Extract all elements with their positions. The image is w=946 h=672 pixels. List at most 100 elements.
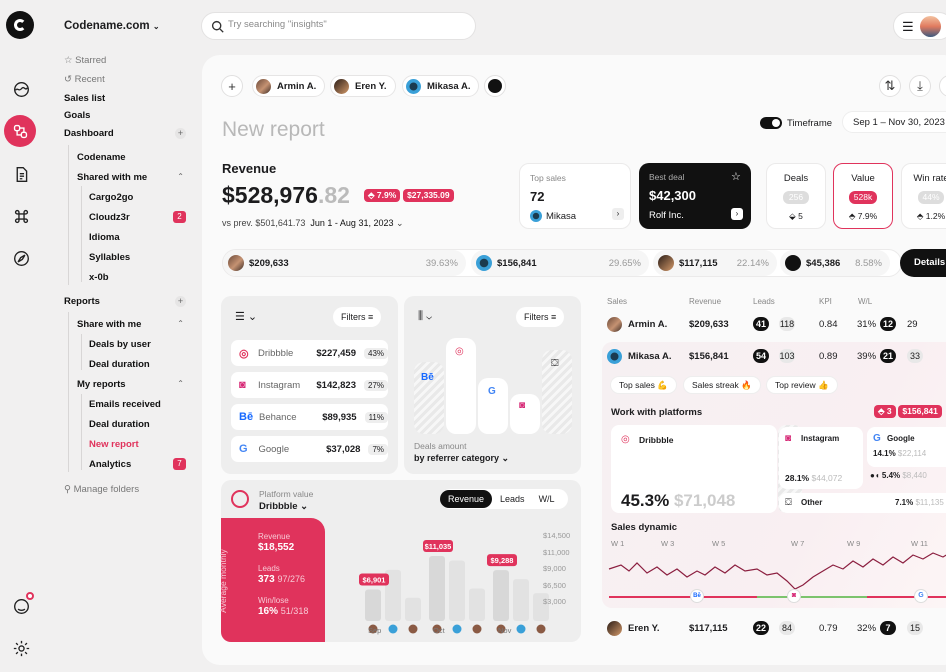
google-icon[interactable]: G: [915, 590, 927, 602]
dashboard-icon[interactable]: [4, 115, 36, 147]
strip-segment-armin[interactable]: $209,633 39.63%: [223, 250, 466, 276]
instagram-column[interactable]: ◙: [510, 394, 540, 434]
sidebar-item-idioma[interactable]: Idioma: [89, 232, 120, 243]
bar-nov[interactable]: [493, 570, 509, 621]
sidebar-item-new-report[interactable]: New report: [89, 439, 139, 450]
behance-icon[interactable]: Bē: [691, 590, 703, 602]
instagram-platform-tile[interactable]: ◙ Instagram 28.1% $44,072: [779, 427, 863, 489]
sidebar-item-starred[interactable]: ☆ Starred: [64, 55, 106, 66]
tab-revenue[interactable]: Revenue: [440, 490, 493, 508]
date-range-select[interactable]: Sep 1 – Nov 30, 2023 ⌄: [842, 111, 946, 133]
strip-segment-other[interactable]: $45,386 8.58%: [780, 250, 890, 276]
manage-folders-link[interactable]: ⚲ Manage folders: [64, 484, 139, 495]
sidebar-item-deals-by-user[interactable]: Deals by user: [89, 339, 151, 350]
sidebar-item-emails-received[interactable]: Emails received: [89, 399, 161, 410]
source-row-instagram[interactable]: ◙ Instagram $142,823 27%: [231, 372, 389, 398]
person-chip-eren[interactable]: Eren Y.: [330, 75, 396, 97]
chevron-up-icon[interactable]: ⌃: [177, 172, 184, 181]
strip-segment-eren[interactable]: $117,115 22.14%: [653, 250, 777, 276]
value-card[interactable]: Value 528k ⬘ 7.9%: [833, 163, 893, 229]
source-row-dribbble[interactable]: ◎ Dribbble $227,459 43%: [231, 340, 389, 366]
table-row[interactable]: Armin A. $209,633 41 118 0.84 31% 12 29: [604, 312, 946, 338]
sidebar-item-sales-list[interactable]: Sales list: [64, 93, 106, 104]
chip-top-sales[interactable]: Top sales 💪: [610, 376, 677, 394]
details-button[interactable]: Details: [900, 249, 946, 277]
add-person-button[interactable]: +: [221, 75, 243, 97]
filters-button[interactable]: Filters ≡: [333, 307, 382, 327]
prev-range[interactable]: Jun 1 - Aug 31, 2023: [310, 218, 394, 228]
sidebar-item-goals[interactable]: Goals: [64, 110, 91, 121]
company-logo-icon[interactable]: [484, 75, 506, 97]
sidebar-item-cloudz3r[interactable]: Cloudz3r: [89, 212, 130, 223]
app-logo-icon[interactable]: [6, 11, 34, 39]
document-icon[interactable]: [10, 163, 32, 185]
search-input[interactable]: [228, 19, 468, 30]
platform-select[interactable]: Dribbble ⌄: [259, 501, 309, 512]
sidebar-item-recent[interactable]: ↺ Recent: [64, 74, 105, 85]
star-icon[interactable]: ☆: [731, 171, 741, 183]
chevron-right-icon[interactable]: ›: [731, 208, 743, 220]
activity-icon[interactable]: [10, 78, 32, 100]
chevron-up-icon[interactable]: ⌃: [177, 379, 184, 388]
other-column[interactable]: ⛋: [542, 350, 572, 434]
list-sort-icon[interactable]: ☰ ⌄: [235, 311, 258, 323]
instagram-icon[interactable]: ◙: [788, 590, 800, 602]
person-chip-armin[interactable]: Armin A.: [252, 75, 326, 97]
settings-icon[interactable]: [10, 637, 32, 659]
referrer-category-select[interactable]: by referrer category ⌄: [414, 453, 510, 463]
sidebar-item-dashboard[interactable]: Dashboard: [64, 128, 114, 139]
sidebar-item-shared-with-me[interactable]: Shared with me: [77, 172, 148, 183]
sidebar-item-x-0b[interactable]: x-0b: [89, 272, 109, 283]
sidebar-item-my-reports[interactable]: My reports: [77, 379, 126, 390]
bar-oct[interactable]: [429, 556, 445, 621]
chip-top-review[interactable]: Top review 👍: [766, 376, 838, 394]
person-chip-mikasa[interactable]: Mikasa A.: [402, 75, 480, 97]
chat-icon[interactable]: [10, 592, 34, 617]
workspace-switcher[interactable]: Codename.com ⌄: [64, 20, 160, 32]
other-platform-tile[interactable]: ⛋ Other 7.1% $11,135: [779, 493, 946, 513]
timeframe-toggle[interactable]: [760, 117, 782, 129]
table-row[interactable]: Mikasa A. $156,841 54 103 0.89 39% 21 33: [604, 344, 946, 370]
upload-icon[interactable]: ⤒: [939, 75, 946, 97]
dribbble-platform-tile[interactable]: ◎ Dribbble 45.3% $71,048: [611, 425, 777, 513]
add-dashboard-button[interactable]: +: [175, 128, 186, 139]
svg-text:$9,288: $9,288: [491, 556, 514, 565]
user-avatar[interactable]: [920, 16, 941, 37]
filters-button[interactable]: Filters ≡: [516, 307, 565, 327]
chevron-up-icon[interactable]: ⌃: [177, 319, 184, 328]
bar-chart-icon[interactable]: ⫼ ⌄: [418, 310, 433, 322]
sidebar-item-analytics[interactable]: Analytics: [89, 459, 132, 470]
chip-sales-streak[interactable]: Sales streak 🔥: [683, 376, 761, 394]
dribbble-column[interactable]: ◎: [446, 338, 476, 434]
sidebar-item-syllables[interactable]: Syllables: [89, 252, 131, 263]
hamburger-icon[interactable]: ☰: [902, 19, 914, 34]
table-row[interactable]: Eren Y. $117,115 22 84 0.79 32% 7 15: [604, 616, 946, 642]
deals-card[interactable]: Deals 256 ⬙ 5: [766, 163, 826, 229]
sidebar-item-codename[interactable]: Codename: [77, 152, 126, 163]
search-bar[interactable]: [201, 12, 476, 40]
bar-sep[interactable]: [365, 589, 381, 621]
sidebar-item-share-with-me[interactable]: Share with me: [77, 319, 142, 330]
tab-wl[interactable]: W/L: [538, 494, 555, 504]
google-column[interactable]: G: [478, 378, 508, 434]
source-row-behance[interactable]: Bē Behance $89,935 11%: [231, 404, 388, 430]
win-rate-card[interactable]: Win rate 44% ⬘ 1.2%: [901, 163, 946, 229]
google-platform-tile[interactable]: G Google 14.1% $22,114: [867, 427, 946, 467]
chevron-right-icon[interactable]: ›: [612, 208, 624, 220]
sidebar-item-deal-duration[interactable]: Deal duration: [89, 359, 150, 370]
best-deal-card[interactable]: Best deal ☆ $42,300 Rolf Inc. ›: [639, 163, 751, 229]
sidebar-item-deal-duration-2[interactable]: Deal duration: [89, 419, 150, 430]
command-icon[interactable]: [10, 205, 32, 227]
strip-segment-mikasa[interactable]: $156,841 29.65%: [471, 250, 649, 276]
add-report-button[interactable]: +: [175, 296, 186, 307]
adjust-icon[interactable]: ⇅: [879, 75, 901, 97]
sidebar-item-reports[interactable]: Reports: [64, 296, 100, 307]
top-sales-card[interactable]: Top sales 72 Mikasa ›: [519, 163, 631, 229]
sidebar-item-cargo2go[interactable]: Cargo2go: [89, 192, 134, 203]
tab-leads[interactable]: Leads: [500, 494, 525, 504]
source-row-google[interactable]: G Google $37,028 7%: [231, 436, 388, 462]
user-menu[interactable]: ☰: [893, 12, 946, 40]
compass-icon[interactable]: [10, 247, 32, 269]
download-icon[interactable]: ⤓: [909, 75, 931, 97]
behance-column[interactable]: Bē: [414, 362, 444, 434]
